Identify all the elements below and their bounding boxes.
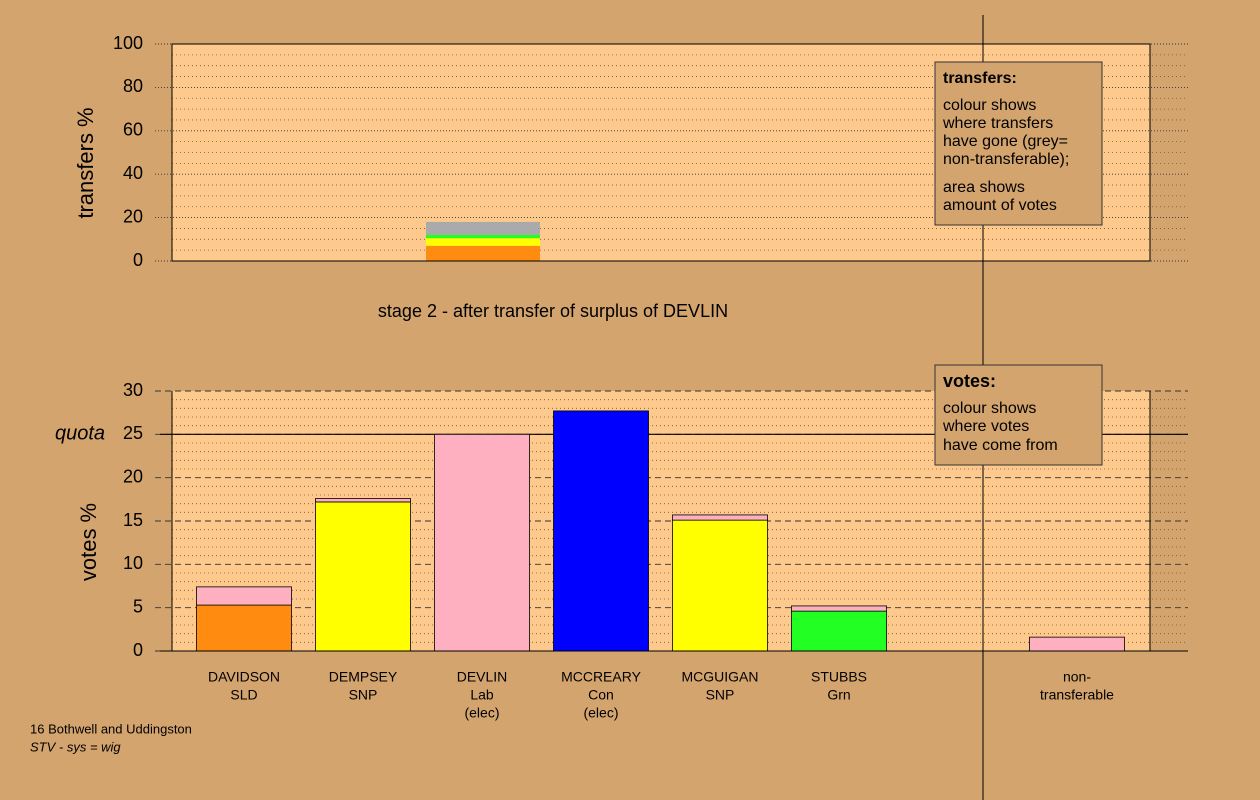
bar-segment: [426, 221, 540, 235]
bar-segment: [434, 433, 530, 652]
note-box: votes: colour shows where votes have com…: [934, 364, 1103, 466]
note-title: votes:: [943, 371, 996, 391]
note-title: transfers:: [943, 70, 1017, 87]
x-tick-label: transferable: [1040, 687, 1114, 703]
note-text: non-transferable);: [943, 151, 1069, 168]
marks: [196, 221, 1125, 652]
x-tick-label: non-: [1063, 669, 1091, 685]
note-box: transfers: colour shows where transfers …: [934, 61, 1103, 226]
y-axis-label: transfers %: [73, 107, 98, 218]
y-tick-label: 20: [123, 206, 143, 226]
bar-segment: [791, 610, 887, 652]
x-tick-label: SNP: [349, 687, 378, 703]
y-tick-label: 25: [123, 423, 143, 443]
bar-segment: [426, 245, 540, 261]
bar-segment: [553, 410, 649, 652]
y-axis-label: votes %: [76, 503, 101, 581]
y-tick-label: 10: [123, 553, 143, 573]
x-tick-label: Lab: [470, 687, 494, 703]
bar-segment: [672, 514, 768, 521]
y-tick-label: 30: [123, 380, 143, 400]
y-tick-label: 80: [123, 76, 143, 96]
note-text: amount of votes: [943, 197, 1057, 214]
x-tick-label: SLD: [230, 687, 257, 703]
x-tick-label: SNP: [706, 687, 735, 703]
bar-segment: [315, 498, 411, 503]
x-tick-label: STUBBS: [811, 669, 867, 685]
x-tick-label: DEMPSEY: [329, 669, 398, 685]
y-tick-label: 100: [113, 33, 143, 53]
y-tick-label: 0: [133, 250, 143, 270]
plot-border: [171, 43, 1151, 262]
x-tick-label: Con: [588, 687, 614, 703]
x-tick-label: Grn: [827, 687, 850, 703]
bar-segment: [196, 586, 292, 606]
note-frame: [934, 61, 1103, 226]
y-tick-label: 20: [123, 466, 143, 486]
x-tick-label: DEVLIN: [457, 669, 508, 685]
y-tick-label: 5: [133, 596, 143, 616]
x-tick-label: (elec): [583, 705, 618, 721]
bar-segment: [315, 501, 411, 652]
bar-segment: [672, 519, 768, 652]
bar-segment: [1029, 636, 1125, 652]
y-tick-label: 60: [123, 120, 143, 140]
x-tick-label: DAVIDSON: [208, 669, 280, 685]
y-tick-label: 0: [133, 640, 143, 660]
bar-segment: [196, 604, 292, 652]
note-frame: [934, 364, 1103, 466]
note-text: colour shows: [943, 400, 1036, 417]
note-text: area shows: [943, 179, 1025, 196]
bar-segment: [791, 605, 887, 612]
y-tick-label: 15: [123, 510, 143, 530]
note-text: where transfers: [942, 115, 1053, 132]
footer-text: STV - sys = wig: [30, 739, 121, 754]
x-tick-label: MCCREARY: [561, 669, 642, 685]
x-tick-label: (elec): [464, 705, 499, 721]
chart-title: stage 2 - after transfer of surplus of D…: [378, 301, 728, 321]
x-tick-label: MCGUIGAN: [682, 669, 759, 685]
bar-segment: [426, 238, 540, 246]
y-tick-label: 40: [123, 163, 143, 183]
note-text: colour shows: [943, 97, 1036, 114]
note-text: have come from: [943, 437, 1058, 454]
note-text: have gone (grey=: [943, 133, 1068, 150]
footer-text: 16 Bothwell and Uddingston: [30, 721, 192, 736]
note-text: where votes: [942, 418, 1029, 435]
bar-segment: [426, 234, 540, 239]
quota-label: quota: [55, 423, 105, 445]
